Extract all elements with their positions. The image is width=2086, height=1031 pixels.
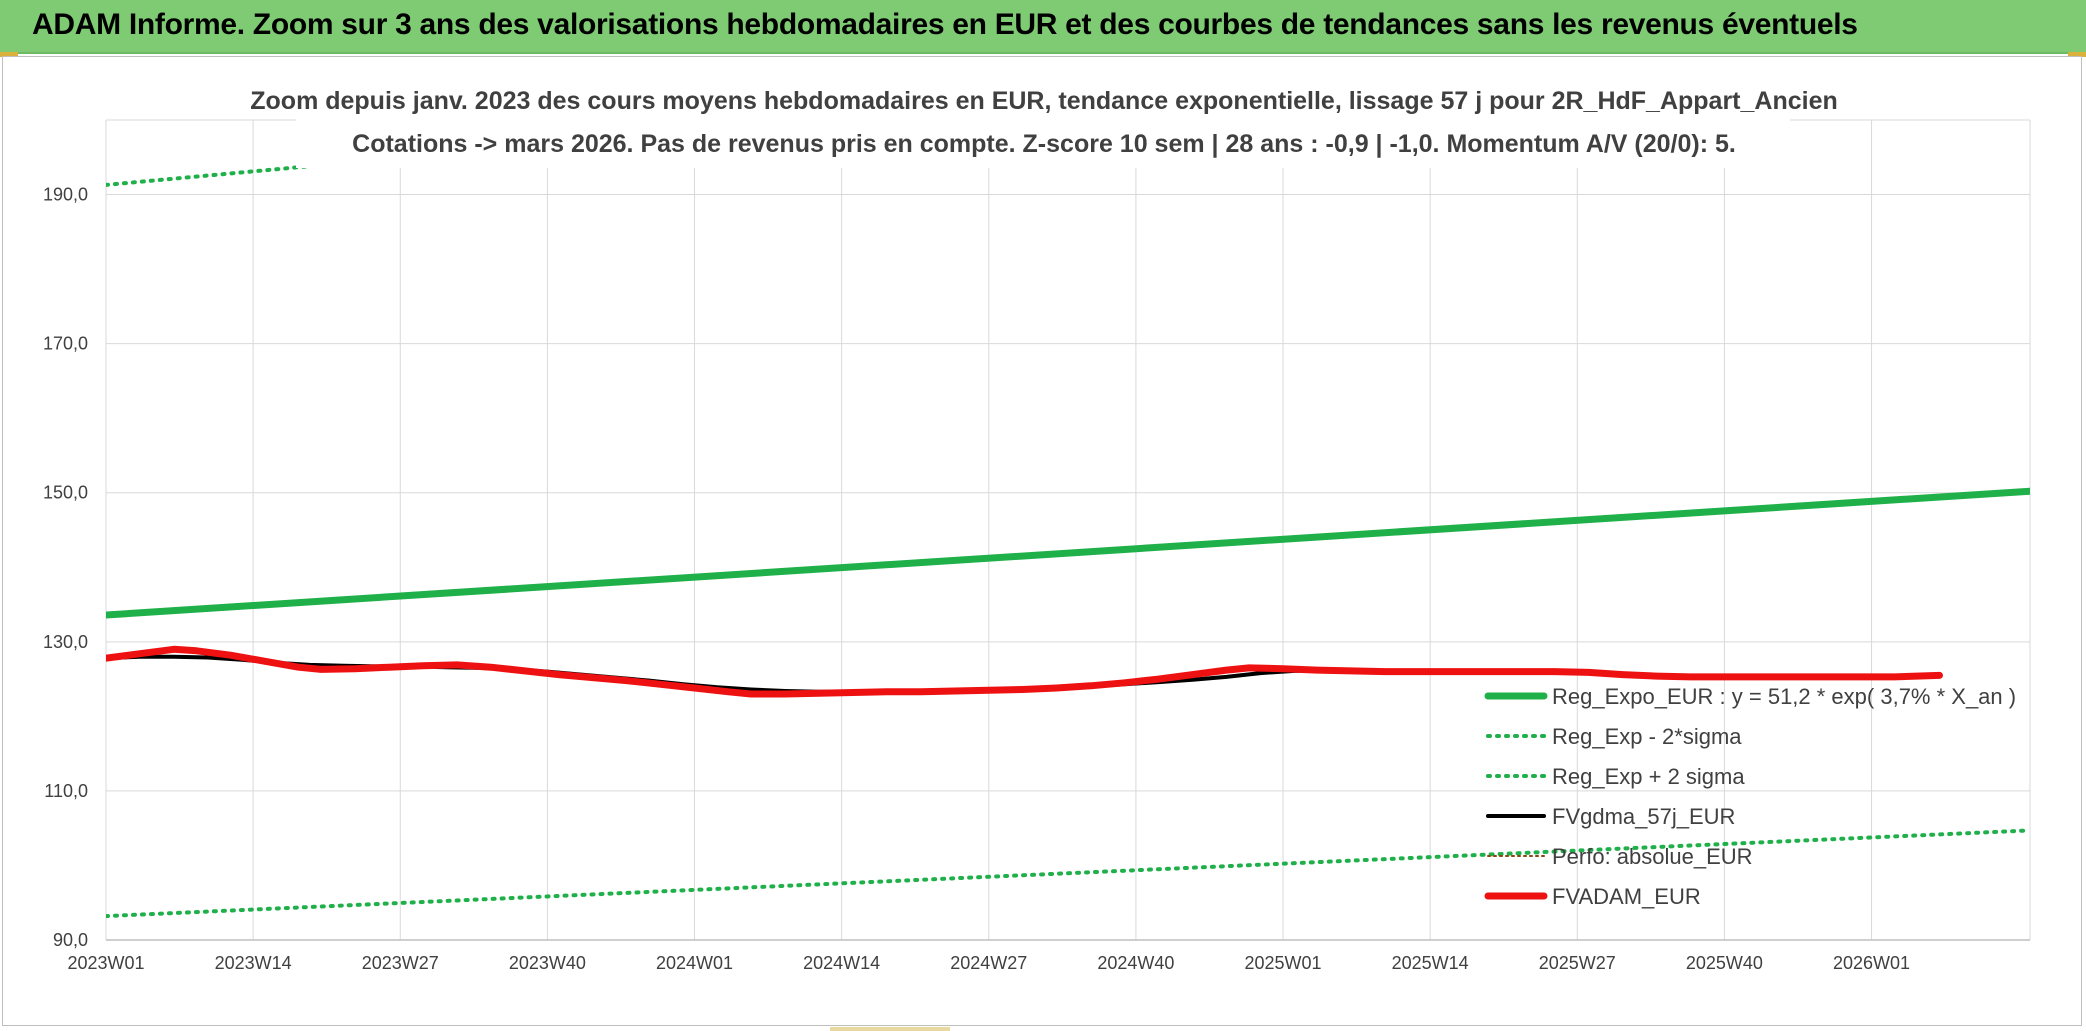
x-tick-label: 2025W14 bbox=[1392, 953, 1469, 973]
legend-label: Reg_Exp - 2*sigma bbox=[1552, 724, 1742, 749]
y-tick-label: 150,0 bbox=[43, 483, 88, 503]
x-tick-label: 2023W27 bbox=[362, 953, 439, 973]
x-tick-label: 2024W14 bbox=[803, 953, 880, 973]
series-line-5 bbox=[106, 645, 1943, 698]
chart-ticks: 90,0 110,0 130,0 150,0 170,0 190,0 2023W01 2023… bbox=[43, 185, 1910, 973]
legend-label: Perfo: absolue_EUR bbox=[1552, 844, 1753, 869]
banner-corner-right bbox=[2068, 52, 2086, 57]
bottom-accent bbox=[830, 1027, 950, 1031]
y-tick-label: 170,0 bbox=[43, 334, 88, 354]
x-tick-label: 2023W14 bbox=[215, 953, 292, 973]
chart-subtitle: Cotations -> mars 2026. Pas de revenus p… bbox=[352, 130, 1736, 158]
y-tick-label: 130,0 bbox=[43, 632, 88, 652]
legend-label: Reg_Expo_EUR : y = 51,2 * exp( 3,7% * X_… bbox=[1552, 684, 2016, 709]
page-title: ADAM Informe. Zoom sur 3 ans des valoris… bbox=[32, 8, 1858, 41]
series-line-0 bbox=[106, 487, 2030, 619]
x-tick-label: 2026W01 bbox=[1833, 953, 1910, 973]
x-tick-label: 2024W27 bbox=[950, 953, 1027, 973]
x-tick-label: 2024W40 bbox=[1097, 953, 1174, 973]
chart-grid bbox=[105, 119, 2031, 941]
banner-corner-left bbox=[0, 52, 18, 57]
series-line-1 bbox=[106, 828, 2030, 919]
chart-frame bbox=[2, 56, 2082, 1026]
y-tick-label: 190,0 bbox=[43, 185, 88, 205]
x-tick-label: 2025W27 bbox=[1539, 953, 1616, 973]
x-tick-label: 2025W40 bbox=[1686, 953, 1763, 973]
title-backdrop bbox=[296, 84, 1790, 168]
y-tick-label: 110,0 bbox=[44, 781, 88, 801]
legend-label: Reg_Exp + 2 sigma bbox=[1552, 764, 1745, 789]
x-tick-label: 2023W40 bbox=[509, 953, 586, 973]
chart-title: Zoom depuis janv. 2023 des cours moyens … bbox=[250, 87, 1838, 115]
x-tick-label: 2025W01 bbox=[1245, 953, 1322, 973]
header-banner: ADAM Informe. Zoom sur 3 ans des valoris… bbox=[0, 0, 2086, 54]
x-tick-label: 2023W01 bbox=[67, 953, 144, 973]
legend-label: FVgdma_57j_EUR bbox=[1552, 804, 1735, 829]
chart-legend: Reg_Expo_EUR : y = 51,2 * exp( 3,7% * X_… bbox=[1484, 684, 2016, 909]
legend-label: FVADAM_EUR bbox=[1552, 884, 1701, 909]
x-tick-label: 2024W01 bbox=[656, 953, 733, 973]
y-tick-label: 90,0 bbox=[53, 930, 88, 950]
